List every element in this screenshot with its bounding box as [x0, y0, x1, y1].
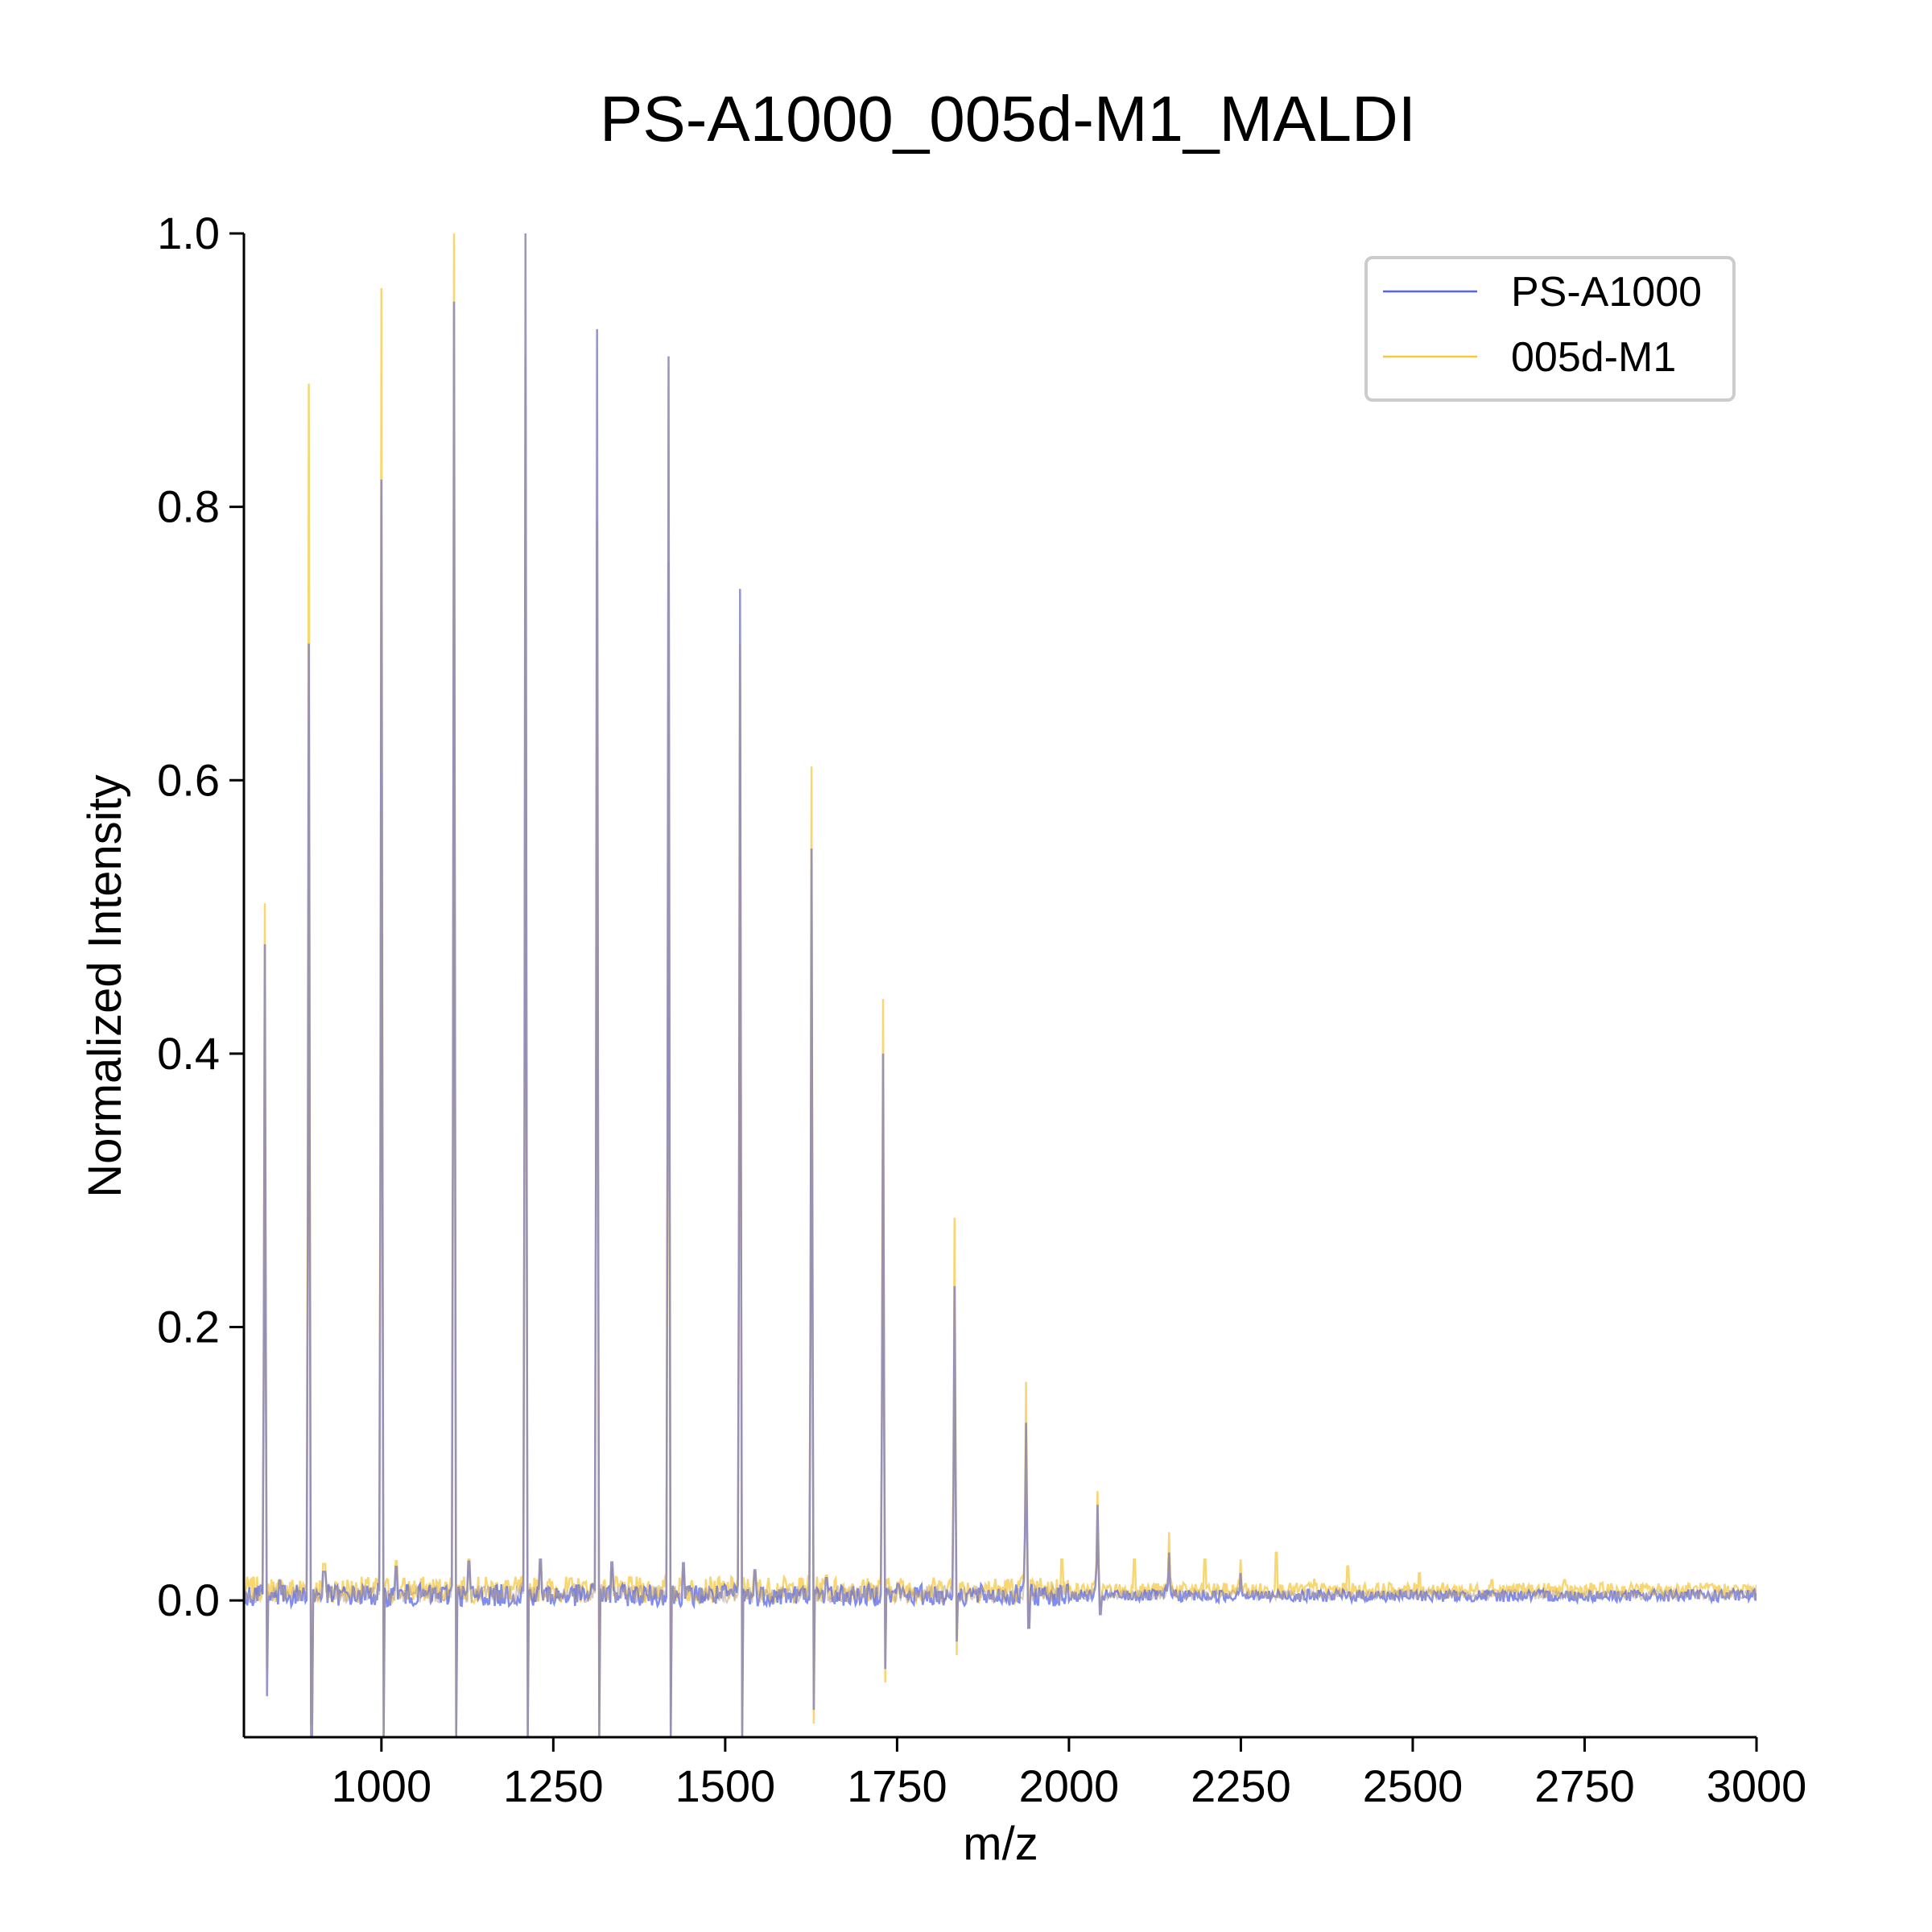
x-ticks: 1000 1250 1500 1750 2000 2250 2500 2750 3000 [332, 1737, 1807, 1811]
x-tick-label: 1000 [332, 1761, 432, 1811]
series-line-005d-m1 [244, 233, 1757, 1737]
x-tick-label: 2500 [1363, 1761, 1463, 1811]
legend-label-005d-m1: 005d-M1 [1511, 334, 1676, 381]
series-layer [244, 233, 1757, 1737]
legend-label-ps-a1000: PS-A1000 [1511, 269, 1702, 316]
axes [242, 233, 1757, 1739]
x-tick-label: 1750 [847, 1761, 947, 1811]
chart-title: PS-A1000_005d-M1_MALDI [600, 83, 1416, 155]
y-tick-label: 0.2 [157, 1302, 220, 1352]
x-tick-label: 1250 [503, 1761, 604, 1811]
y-ticks: 0.0 0.2 0.4 0.6 0.8 1.0 [157, 208, 244, 1625]
x-tick-label: 1500 [675, 1761, 776, 1811]
y-tick-label: 0.8 [157, 481, 220, 532]
series-line-ps-a1000 [244, 233, 1757, 1737]
y-tick-label: 0.0 [157, 1575, 220, 1625]
legend: PS-A1000 005d-M1 [1364, 256, 1736, 402]
series-overlap-baseline [244, 233, 1757, 1737]
x-tick-label: 2250 [1191, 1761, 1291, 1811]
y-axis-label: Normalized Intensity [79, 774, 131, 1197]
x-axis-label: m/z [963, 1818, 1038, 1870]
x-tick-label: 3000 [1707, 1761, 1807, 1811]
y-tick-label: 0.6 [157, 754, 220, 805]
legend-box [1364, 256, 1736, 402]
x-tick-label: 2000 [1019, 1761, 1120, 1811]
x-tick-label: 2750 [1534, 1761, 1635, 1811]
y-tick-label: 0.4 [157, 1028, 220, 1079]
y-tick-label: 1.0 [157, 208, 220, 258]
